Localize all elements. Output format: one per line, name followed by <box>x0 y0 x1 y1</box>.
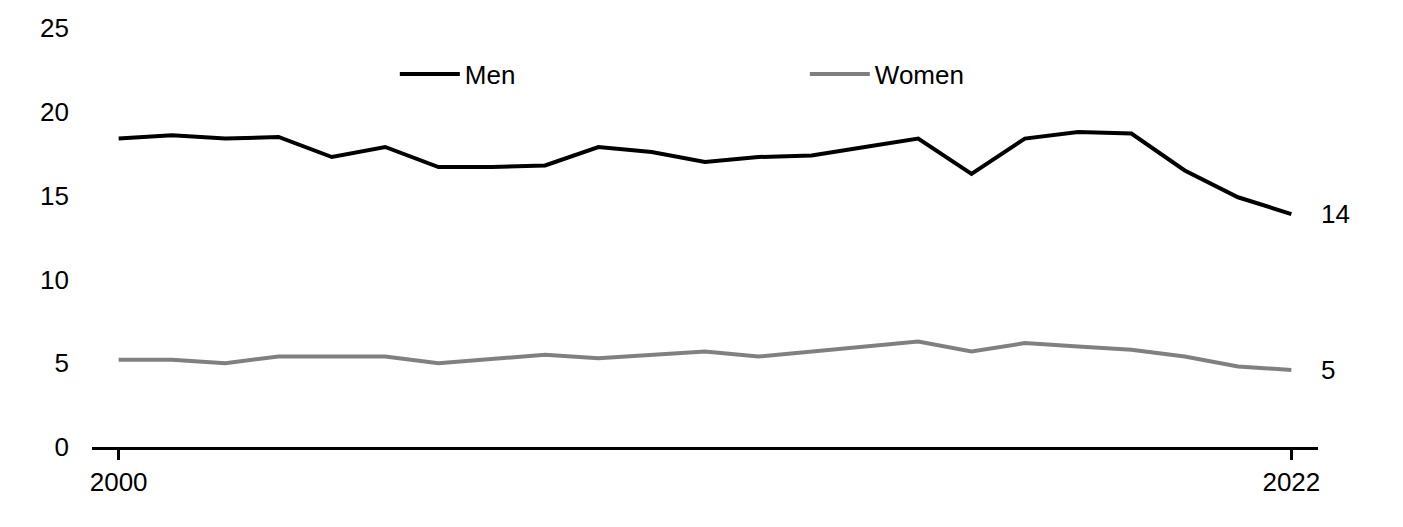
svg-text:14: 14 <box>1321 199 1350 229</box>
svg-text:0: 0 <box>55 432 69 462</box>
svg-text:20: 20 <box>40 97 69 127</box>
svg-text:Men: Men <box>465 60 516 90</box>
svg-text:5: 5 <box>1321 355 1335 385</box>
svg-text:25: 25 <box>40 13 69 43</box>
svg-text:2000: 2000 <box>90 467 148 497</box>
svg-text:15: 15 <box>40 181 69 211</box>
svg-text:10: 10 <box>40 265 69 295</box>
svg-text:Women: Women <box>875 60 964 90</box>
svg-text:2022: 2022 <box>1262 467 1320 497</box>
svg-text:5: 5 <box>55 348 69 378</box>
